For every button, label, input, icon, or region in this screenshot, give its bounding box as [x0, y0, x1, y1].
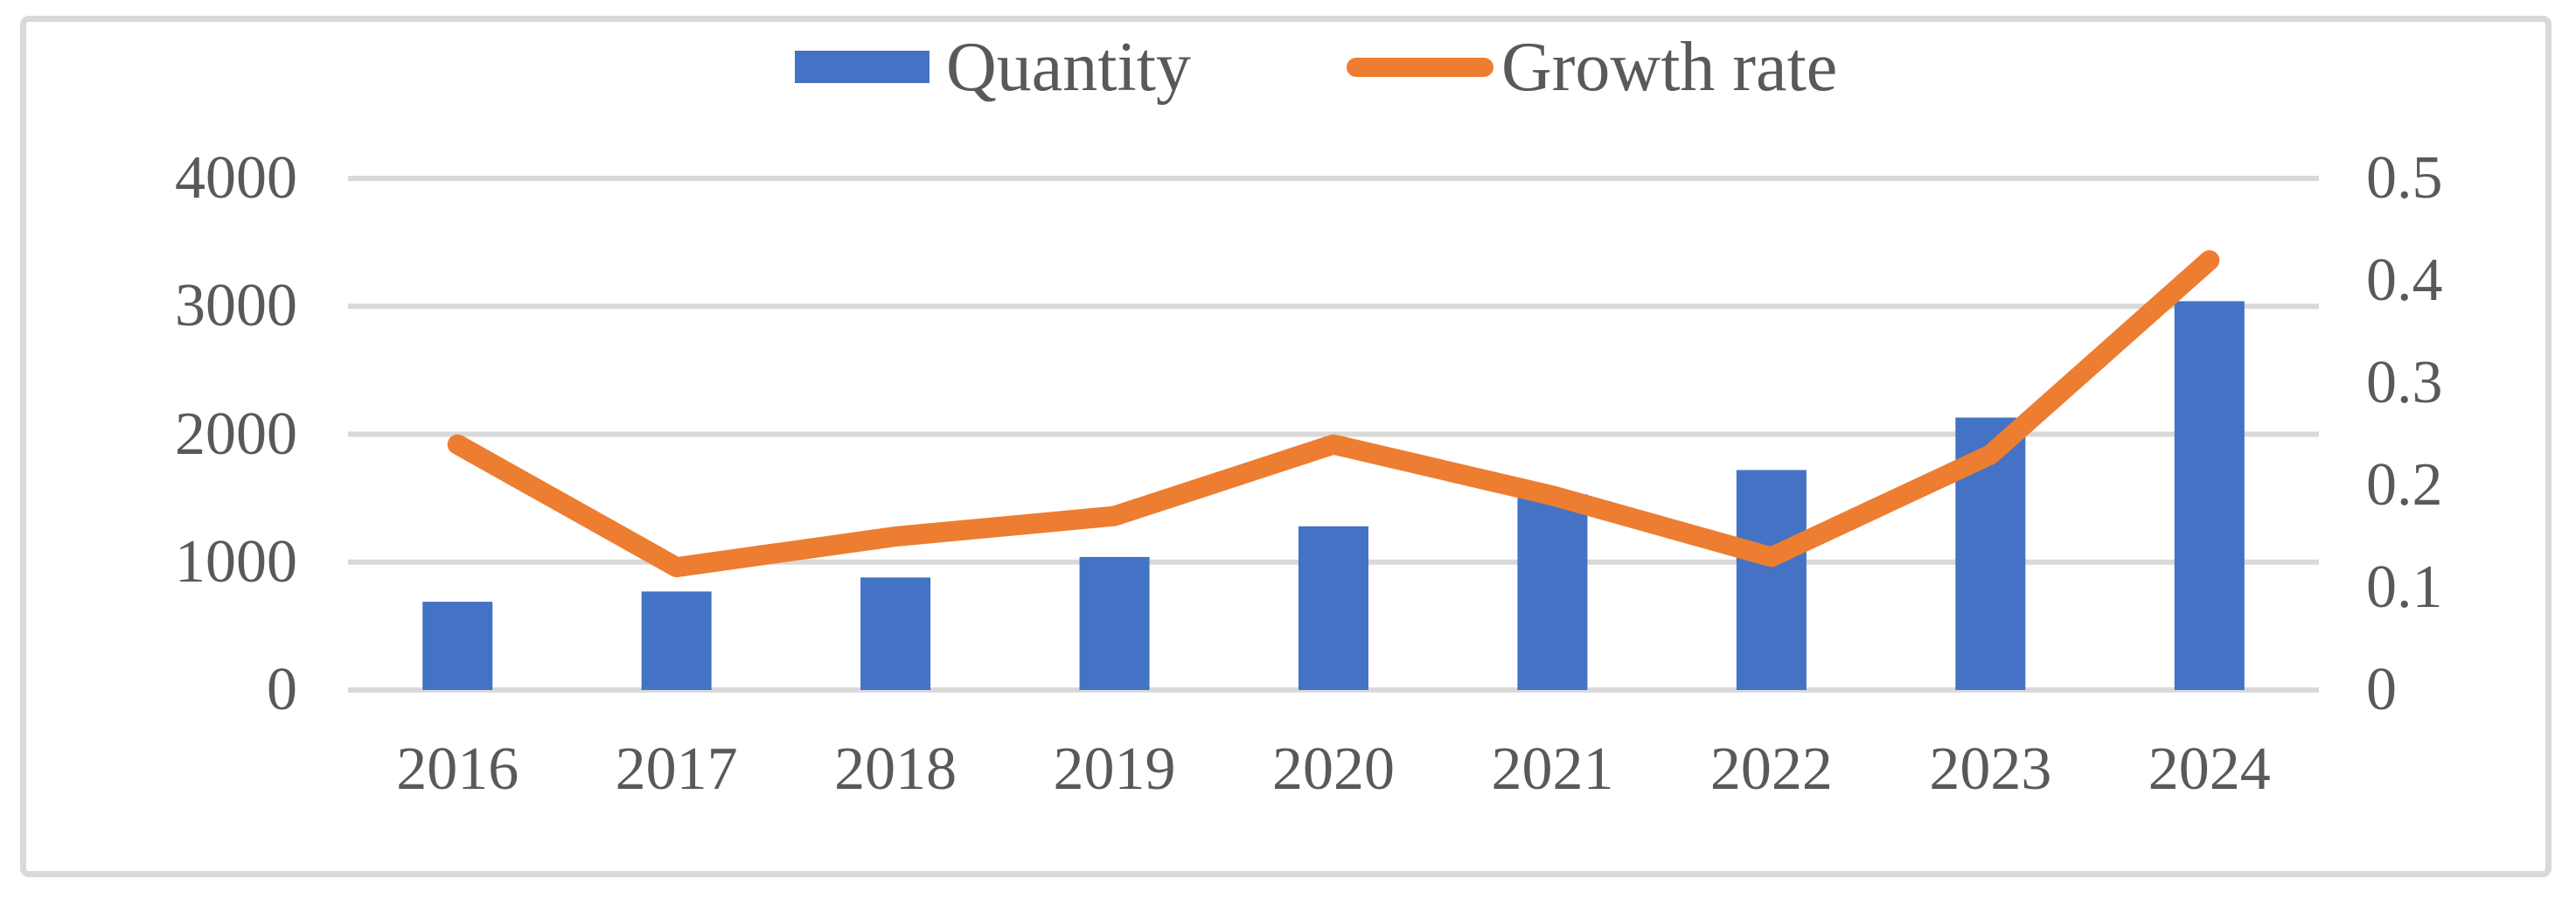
bar-2017 — [641, 591, 712, 690]
left-axis-tick-label: 2000 — [175, 400, 297, 468]
right-axis-tick-label: 0.5 — [2366, 144, 2443, 212]
left-axis-tick-label: 3000 — [175, 272, 297, 340]
left-axis-tick-label: 0 — [267, 656, 297, 723]
right-axis-tick-label: 0 — [2366, 656, 2397, 723]
growth-rate-line — [447, 250, 2220, 578]
x-axis-tick-label: 2019 — [1053, 735, 1176, 803]
x-axis-tick-label: 2017 — [615, 735, 738, 803]
x-axis-tick-label: 2023 — [1929, 735, 2052, 803]
x-axis-tick-label: 2018 — [834, 735, 957, 803]
left-axis-tick-label: 4000 — [175, 144, 297, 212]
x-axis-tick-label: 2016 — [396, 735, 519, 803]
legend-swatch-quantity-bar — [795, 51, 929, 83]
bar-2016 — [422, 602, 493, 690]
bar-2022 — [1736, 470, 1807, 690]
x-axis-tick-label: 2024 — [2148, 735, 2271, 803]
x-axis-tick-label: 2020 — [1272, 735, 1395, 803]
right-axis-tick-label: 0.3 — [2366, 349, 2443, 416]
bar-2019 — [1079, 556, 1150, 690]
right-axis-tick-label: 0.2 — [2366, 451, 2443, 519]
x-axis-tick-label: 2022 — [1709, 735, 1833, 803]
right-axis-tick-label: 0.1 — [2366, 554, 2443, 621]
legend-label-growth: Growth rate — [1501, 29, 1838, 106]
legend-label-quantity: Quantity — [946, 29, 1191, 106]
chart-border — [20, 16, 2552, 877]
bar-2018 — [860, 577, 931, 690]
bar-2021 — [1517, 494, 1588, 690]
right-axis-tick-label: 0.4 — [2366, 247, 2443, 314]
bar-2024 — [2174, 301, 2245, 690]
legend-swatch-growth-line — [1347, 58, 1493, 77]
x-axis-tick-label: 2021 — [1491, 735, 1614, 803]
left-axis-tick-label: 1000 — [175, 527, 297, 596]
bar-2020 — [1298, 526, 1368, 690]
